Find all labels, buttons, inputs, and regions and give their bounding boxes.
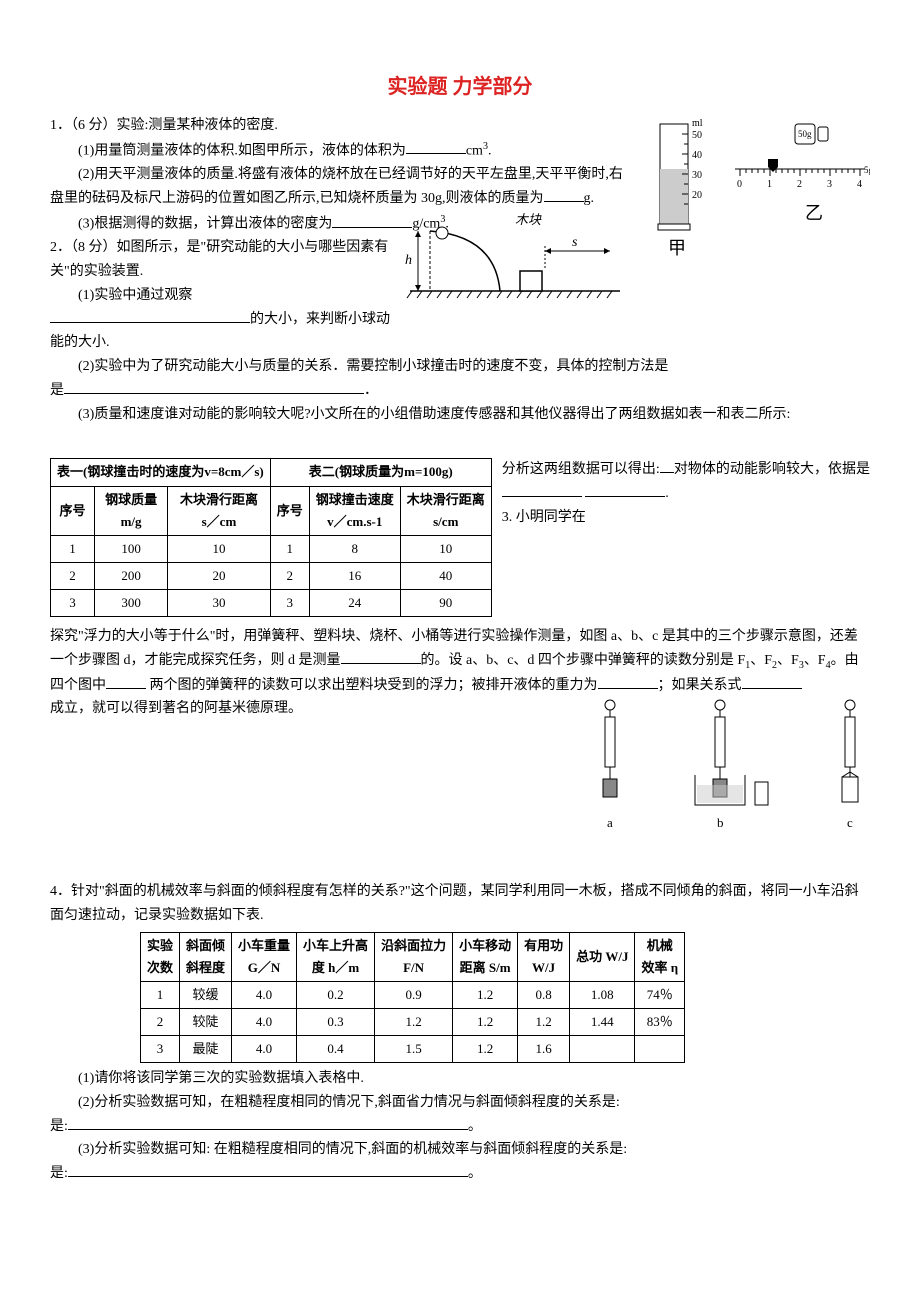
q4-p2-blank: 是:。 (50, 1115, 870, 1139)
svg-text:5g: 5g (864, 165, 870, 175)
svg-text:3: 3 (827, 179, 832, 190)
svg-text:乙: 乙 (805, 203, 823, 223)
svg-text:a: a (607, 815, 613, 830)
question-2: 木块 h s 2．（8 分）如图所示，是"研究动能的大小与哪些因素有关"的实验装… (50, 236, 870, 617)
q2-p2-blank: 是． (50, 379, 870, 403)
question-3: 探究"浮力的大小等于什么"时，用弹簧秤、塑料块、烧杯、小桶等进行实验操作测量，如… (50, 625, 870, 856)
q4-table: 实验次数斜面倾斜程度小车重量G／N小车上升高度 h／m沿斜面拉力F/N小车移动距… (140, 932, 685, 1063)
svg-text:30: 30 (692, 170, 702, 181)
q2-p2: (2)实验中为了研究动能大小与质量的关系．需要控制小球撞击时的速度不变，具体的控… (50, 355, 870, 379)
q2-p3: (3)质量和速度谁对动能的影响较大呢?小文所在的小组借助速度传感器和其他仪器得出… (50, 403, 870, 427)
svg-text:4: 4 (857, 179, 862, 190)
q2-side-text: 分析这两组数据可以得出:对物体的动能影响较大，依据是 . 3. 小明同学在 (492, 458, 870, 529)
q4-p1: (1)请你将该同学第三次的实验数据填入表格中. (50, 1067, 870, 1091)
q2-figure: 木块 h s (400, 206, 630, 325)
q3-figure: a b c (570, 697, 870, 856)
question-4: 4．针对"斜面的机械效率与斜面的倾斜程度有怎样的关系?"这个问题，某同学利用同一… (50, 880, 870, 1186)
q4-p3: (3)分析实验数据可知: 在粗糙程度相同的情况下,斜面的机械效率与斜面倾斜程度的… (50, 1138, 870, 1162)
svg-text:b: b (717, 815, 724, 830)
svg-text:50: 50 (692, 130, 702, 141)
q3-body: 探究"浮力的大小等于什么"时，用弹簧秤、塑料块、烧杯、小桶等进行实验操作测量，如… (50, 625, 870, 697)
q2-table1: 表一(钢球撞击时的速度为v=8cm／s)表二(钢球质量为m=100g) 序号 钢… (50, 458, 492, 617)
svg-text:50g: 50g (798, 129, 812, 139)
svg-text:1: 1 (767, 179, 772, 190)
svg-text:0: 0 (737, 179, 742, 190)
svg-text:木块: 木块 (515, 212, 542, 227)
q4-header: 4．针对"斜面的机械效率与斜面的倾斜程度有怎样的关系?"这个问题，某同学利用同一… (50, 880, 870, 928)
svg-text:40: 40 (692, 150, 702, 161)
svg-text:c: c (847, 815, 853, 830)
q4-p3-blank: 是:。 (50, 1162, 870, 1186)
svg-text:s: s (572, 235, 578, 250)
svg-text:h: h (405, 253, 412, 268)
q2-tables: 表一(钢球撞击时的速度为v=8cm／s)表二(钢球质量为m=100g) 序号 钢… (50, 458, 870, 617)
svg-text:ml: ml (692, 118, 703, 129)
svg-text:2: 2 (797, 179, 802, 190)
page-title: 实验题 力学部分 (50, 70, 870, 104)
svg-text:20: 20 (692, 190, 702, 201)
q4-p2: (2)分析实验数据可知，在粗糙程度相同的情况下,斜面省力情况与斜面倾斜程度的关系… (50, 1091, 870, 1115)
